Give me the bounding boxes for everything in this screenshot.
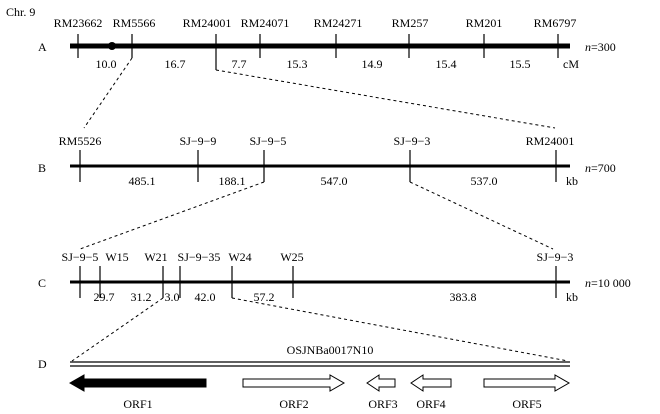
marker-label: SJ−9−5 — [250, 134, 287, 148]
interval-value: 14.9 — [362, 57, 383, 71]
interval-value: 15.5 — [510, 57, 531, 71]
marker-label: RM23662 — [54, 16, 103, 30]
marker-label: RM5526 — [59, 134, 102, 148]
marker-label: SJ−9−3 — [537, 250, 574, 264]
map-row-a: A RM23662 RM5566 RM24001 RM24071 RM24271… — [38, 16, 616, 71]
row-letter-d: D — [38, 357, 47, 371]
orf-label: ORF2 — [279, 397, 308, 411]
orf-label: ORF4 — [416, 397, 445, 411]
interval-value: 547.0 — [321, 174, 348, 188]
population-size: n=700 — [585, 161, 616, 175]
zoom-connector — [83, 57, 133, 129]
marker-label: W25 — [280, 250, 303, 264]
marker-label: RM24271 — [314, 16, 363, 30]
interval-value: 15.3 — [287, 57, 308, 71]
zoom-connector — [71, 297, 164, 362]
orf3-arrow — [366, 374, 396, 392]
orf2-arrow — [242, 374, 346, 392]
unit-label: kb — [566, 290, 578, 304]
zoom-connector — [215, 69, 556, 129]
interval-value: 10.0 — [96, 57, 117, 71]
orf-label: ORF1 — [123, 397, 152, 411]
zoom-connector — [231, 297, 569, 362]
marker-label: SJ−9−5 — [62, 250, 99, 264]
marker-label: SJ−9−9 — [180, 134, 217, 148]
interval-value: 31.2 — [131, 290, 152, 304]
row-letter-a: A — [38, 40, 47, 54]
interval-value: 3.0 — [165, 290, 180, 304]
marker-label: W24 — [228, 250, 251, 264]
map-row-c: C SJ−9−5 W15 W21 SJ−9−35 W24 W25 SJ−9−3 … — [38, 250, 631, 304]
interval-value: 29.7 — [94, 290, 115, 304]
map-row-b: B RM5526 SJ−9−9 SJ−9−5 SJ−9−3 RM24001 48… — [38, 134, 616, 188]
map-row-d: D OSJNBa0017N10 ORF1 ORF2 ORF3 ORF4 ORF5 — [38, 343, 571, 411]
unit-label: kb — [566, 174, 578, 188]
interval-value: 57.2 — [254, 290, 275, 304]
orf4-arrow — [410, 374, 452, 392]
marker-label: RM24001 — [183, 16, 232, 30]
interval-value: 16.7 — [165, 57, 186, 71]
zoom-connector — [79, 181, 265, 250]
interval-value: 42.0 — [195, 290, 216, 304]
interval-value: 485.1 — [129, 174, 156, 188]
row-letter-b: B — [38, 161, 46, 175]
marker-label: SJ−9−35 — [178, 250, 221, 264]
marker-label: SJ−9−3 — [394, 134, 431, 148]
marker-label: RM24071 — [241, 16, 290, 30]
interval-value: 188.1 — [219, 174, 246, 188]
bac-clone-label: OSJNBa0017N10 — [287, 343, 374, 357]
marker-label: W15 — [105, 250, 128, 264]
chromosome-label: Chr. 9 — [6, 5, 35, 19]
marker-label: RM6797 — [534, 16, 577, 30]
interval-value: 15.4 — [436, 57, 457, 71]
unit-label: cM — [563, 57, 579, 71]
interval-value: 383.8 — [450, 290, 477, 304]
marker-label: W21 — [144, 250, 167, 264]
orf-label: ORF3 — [368, 397, 397, 411]
population-size: n=300 — [585, 40, 616, 54]
marker-label: RM5566 — [113, 16, 156, 30]
orf1-arrow — [68, 374, 207, 392]
interval-value: 7.7 — [232, 57, 247, 71]
orf-label: ORF5 — [512, 397, 541, 411]
row-letter-c: C — [38, 276, 46, 290]
centromere-dot — [108, 42, 116, 50]
zoom-connector — [409, 181, 554, 250]
interval-value: 537.0 — [471, 174, 498, 188]
marker-label: RM257 — [392, 16, 429, 30]
population-size: n=10 000 — [585, 276, 631, 290]
marker-label: RM24001 — [526, 134, 575, 148]
orf5-arrow — [483, 374, 571, 392]
marker-label: RM201 — [466, 16, 503, 30]
